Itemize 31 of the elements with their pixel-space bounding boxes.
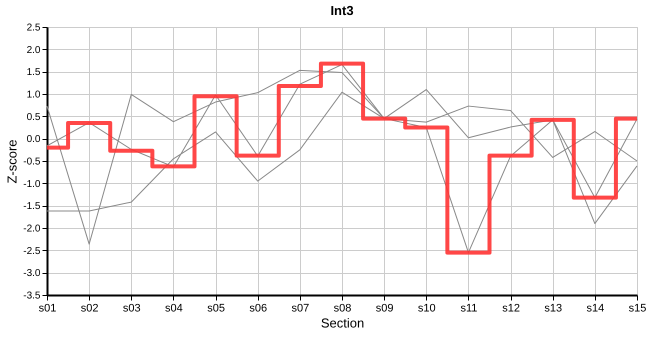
x-tick-label: s13 bbox=[544, 302, 562, 314]
y-axis-title: Z-score bbox=[4, 139, 20, 184]
x-tick-label: s05 bbox=[207, 302, 225, 314]
x-tick-label: s07 bbox=[291, 302, 310, 314]
x-tick-label: s08 bbox=[334, 302, 352, 314]
y-tick-label: 1.0 bbox=[26, 90, 41, 100]
y-tick-label: 2.5 bbox=[26, 22, 41, 34]
x-tick-label: s10 bbox=[418, 302, 436, 314]
y-tick-label: -0.5 bbox=[23, 156, 41, 168]
x-tick-label: s11 bbox=[460, 302, 478, 314]
y-tick-label: -2.5 bbox=[23, 246, 41, 257]
y-tick-label: -3.5 bbox=[23, 290, 41, 302]
y-tick-label: -2.0 bbox=[23, 224, 41, 234]
x-tick-label: s04 bbox=[165, 302, 183, 314]
y-tick-label: 0.0 bbox=[26, 134, 41, 146]
x-tick-label: s02 bbox=[80, 302, 99, 314]
y-tick-label: 0.5 bbox=[26, 112, 41, 123]
y-tick-label: -3.0 bbox=[23, 268, 41, 280]
y-tick-label: 1.5 bbox=[26, 67, 41, 78]
x-tick-label: s01 bbox=[38, 302, 56, 314]
chart-title: Int3 bbox=[330, 3, 354, 18]
x-tick-label: s06 bbox=[249, 302, 268, 314]
x-tick-label: s14 bbox=[586, 302, 604, 314]
x-axis-title: Section bbox=[320, 316, 364, 330]
x-tick-label: s09 bbox=[376, 302, 394, 314]
y-tick-label: 2.0 bbox=[26, 44, 41, 56]
y-tick-label: -1.0 bbox=[23, 178, 41, 190]
y-tick-label: -1.5 bbox=[23, 201, 41, 212]
x-tick-label: s03 bbox=[122, 302, 141, 314]
x-tick-label: s15 bbox=[628, 302, 646, 314]
x-tick-label: s12 bbox=[502, 302, 520, 314]
